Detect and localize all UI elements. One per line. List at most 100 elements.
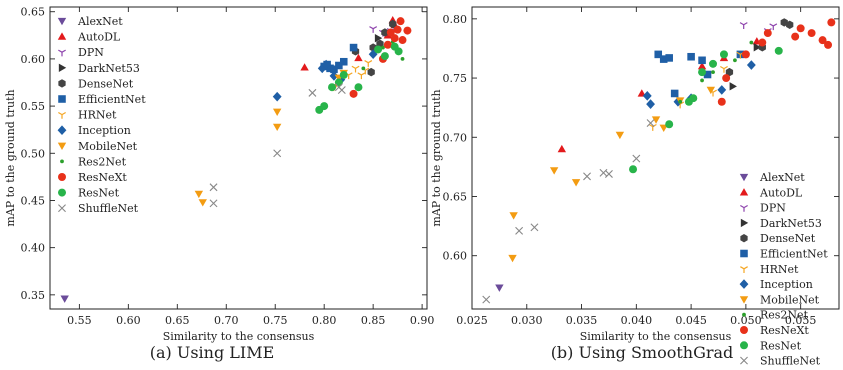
point-resnext — [386, 28, 395, 37]
y-tick-label: 0.80 — [443, 13, 468, 26]
point-efficientnet — [349, 43, 358, 52]
x-tick-label: 0.030 — [511, 314, 543, 327]
legend-marker-mobilenet — [739, 296, 749, 304]
point-autodl — [557, 144, 567, 153]
point-res2net — [361, 66, 366, 71]
point-resnet — [334, 78, 343, 87]
point-densenet — [367, 67, 375, 77]
legend-label-densenet: DenseNet — [760, 232, 816, 245]
point-shufflenet — [337, 86, 346, 95]
point-inception — [642, 90, 652, 101]
point-mobilenet — [659, 124, 668, 132]
point-resnet — [354, 83, 363, 92]
point-darknet53 — [753, 43, 762, 52]
point-resnext — [796, 24, 805, 33]
legend-label-resnet: ResNet — [760, 339, 802, 352]
point-alexnet — [60, 295, 69, 303]
point-mobilenet — [615, 131, 625, 140]
point-resnext — [827, 18, 836, 27]
legend-label-resnext: ResNeXt — [760, 324, 809, 337]
legend-marker-alexnet — [57, 17, 67, 26]
point-resnet — [719, 50, 728, 59]
point-resnet — [689, 94, 698, 103]
legend-marker-inception — [739, 279, 749, 289]
point-resnet — [774, 46, 783, 55]
point-shufflenet — [604, 170, 613, 178]
x-tick-label: 0.035 — [566, 314, 598, 327]
point-efficientnet — [698, 56, 706, 65]
point-resnext — [791, 32, 800, 41]
x-tick-label: 0.050 — [730, 314, 762, 327]
point-mobilenet — [651, 116, 661, 124]
point-inception — [329, 71, 339, 81]
point-densenet — [389, 19, 397, 29]
point-shufflenet — [209, 199, 218, 208]
point-mobilenet — [509, 212, 518, 220]
legend-label-hrnet: HRNet — [78, 109, 117, 122]
point-inception — [321, 59, 331, 70]
point-resnext — [383, 40, 392, 49]
point-hrnet — [364, 60, 373, 67]
point-darknet53 — [374, 33, 383, 43]
legend-label-dpn: DPN — [78, 46, 104, 59]
point-resnext — [393, 25, 402, 34]
legend-label-autodl: AutoDL — [759, 186, 803, 199]
point-resnet — [380, 52, 389, 61]
scatter-panel-1: 0.025 0.030 0.035 0.040 0.045 0.050 0.055 0.60 0… — [430, 6, 840, 368]
legend-marker-res2net — [60, 159, 64, 164]
y-axis-label: mAP to the ground truth — [430, 89, 443, 226]
plot-frame — [49, 6, 428, 310]
point-resnet — [629, 165, 638, 174]
x-tick-label: 0.025 — [456, 314, 488, 327]
legend-marker-autodl — [57, 32, 67, 40]
legend-marker-darknet53 — [58, 63, 67, 72]
point-res2net — [400, 57, 405, 61]
point-resnext — [818, 36, 827, 45]
point-res2net — [749, 40, 754, 45]
x-tick-label: 0.65 — [165, 314, 190, 327]
legend-label-dpn: DPN — [760, 202, 786, 215]
point-res2net — [711, 70, 715, 75]
legend-label-res2net: Res2Net — [760, 309, 809, 322]
scatter-panel-0: 0.55 0.60 0.65 0.70 0.75 0.80 0.85 0.90 0.35 0.40… — [4, 6, 434, 362]
point-resnet — [665, 120, 674, 129]
point-mobilenet — [272, 123, 282, 132]
x-tick-label: 0.60 — [116, 314, 141, 327]
point-shufflenet — [209, 183, 218, 192]
legend-marker-efficientnet — [740, 249, 748, 258]
x-tick-label: 0.90 — [410, 314, 435, 327]
point-mobilenet — [198, 199, 207, 207]
point-shufflenet — [530, 223, 539, 232]
point-efficientnet — [665, 54, 673, 62]
point-resnext — [403, 26, 412, 35]
legend-marker-densenet — [58, 79, 66, 88]
point-resnext — [741, 50, 750, 59]
point-hrnet — [720, 65, 728, 73]
point-shufflenet — [515, 226, 524, 235]
y-tick-label: 0.65 — [21, 6, 46, 19]
y-tick-label: 0.60 — [443, 250, 468, 263]
y-tick-label: 0.65 — [443, 190, 468, 203]
point-resnext — [807, 29, 816, 38]
point-dpn — [369, 26, 378, 33]
point-hrnet — [357, 72, 366, 80]
legend-marker-resnet — [58, 188, 66, 197]
legend-label-efficientnet: EfficientNet — [78, 93, 146, 106]
point-shufflenet — [482, 295, 491, 304]
point-resnet — [709, 59, 718, 68]
point-resnet — [339, 70, 348, 79]
point-resnext — [758, 38, 767, 47]
point-res2net — [678, 99, 683, 104]
point-densenet — [780, 18, 788, 27]
panel-caption: (b) Using SmoothGrad — [551, 343, 734, 362]
point-autodl — [354, 53, 363, 62]
point-dpn — [769, 23, 778, 31]
legend-label-autodl: AutoDL — [77, 31, 121, 44]
legend-marker-alexnet — [739, 173, 749, 182]
legend-label-alexnet: AlexNet — [759, 171, 805, 184]
y-tick-label: 0.40 — [21, 242, 46, 255]
y-tick-label: 0.50 — [21, 147, 46, 160]
point-resnet — [374, 45, 383, 54]
point-resnext — [722, 74, 731, 83]
